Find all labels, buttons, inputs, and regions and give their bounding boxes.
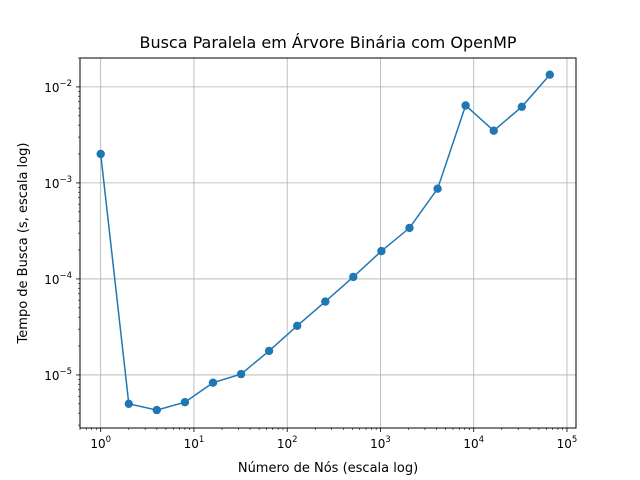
- data-point: [236, 369, 246, 379]
- y-tick-label-exponent: −4: [59, 271, 72, 281]
- y-tick-label-base: 10: [44, 177, 59, 191]
- x-tick-label-exponent: 1: [199, 435, 204, 445]
- data-point: [517, 102, 526, 112]
- plot-frame: [79, 57, 577, 429]
- data-point: [96, 149, 105, 159]
- y-tick-label: 10−5: [44, 367, 72, 383]
- y-tick-label: 10−2: [44, 79, 72, 95]
- x-axis-label: Número de Nós (escala log): [238, 461, 418, 476]
- data-point: [321, 297, 330, 306]
- x-tick-label: 104: [463, 435, 484, 451]
- y-axis-label: Tempo de Busca (s, escala log): [16, 143, 31, 345]
- x-tick-label-base: 10: [370, 437, 385, 451]
- y-tick-label-base: 10: [44, 81, 59, 95]
- y-tick-label-base: 10: [44, 273, 59, 287]
- x-tick-label-base: 10: [184, 437, 199, 451]
- data-point: [377, 246, 386, 256]
- x-tick-label: 101: [184, 435, 205, 451]
- y-tick-label-exponent: −5: [59, 367, 72, 377]
- x-tick-label: 102: [277, 435, 298, 451]
- data-point: [545, 70, 554, 79]
- x-tick-label: 105: [557, 435, 578, 451]
- data-point: [433, 184, 442, 193]
- y-tick-label: 10−3: [44, 175, 72, 191]
- data-point: [264, 346, 274, 356]
- data-point: [489, 126, 498, 135]
- x-tick-label-exponent: 4: [479, 435, 484, 445]
- data-point: [208, 378, 218, 387]
- grid: [80, 58, 576, 428]
- x-tick-label-exponent: 0: [106, 435, 111, 445]
- x-tick-label-exponent: 5: [572, 435, 577, 445]
- data-point: [293, 321, 302, 330]
- x-tick-label: 100: [90, 435, 111, 451]
- data-point: [405, 223, 414, 233]
- data-point: [461, 101, 470, 110]
- data-point: [124, 399, 133, 408]
- x-tick-label-base: 10: [277, 437, 292, 451]
- x-tick-label-exponent: 3: [385, 435, 390, 445]
- x-tick-label-base: 10: [463, 437, 478, 451]
- data-point: [349, 272, 358, 282]
- x-tick-label-base: 10: [90, 437, 105, 451]
- x-tick-label-base: 10: [557, 437, 572, 451]
- y-tick-label-base: 10: [44, 369, 59, 383]
- x-tick-label: 103: [370, 435, 391, 451]
- series-layer: [96, 70, 554, 415]
- data-point: [180, 398, 190, 407]
- y-tick-label: 10−4: [44, 271, 72, 287]
- y-tick-label-exponent: −3: [59, 175, 72, 185]
- y-tick-label-exponent: −2: [59, 79, 72, 89]
- data-point: [152, 405, 161, 415]
- chart-title: Busca Paralela em Árvore Binária com Ope…: [139, 33, 516, 52]
- x-tick-label-exponent: 2: [292, 435, 297, 445]
